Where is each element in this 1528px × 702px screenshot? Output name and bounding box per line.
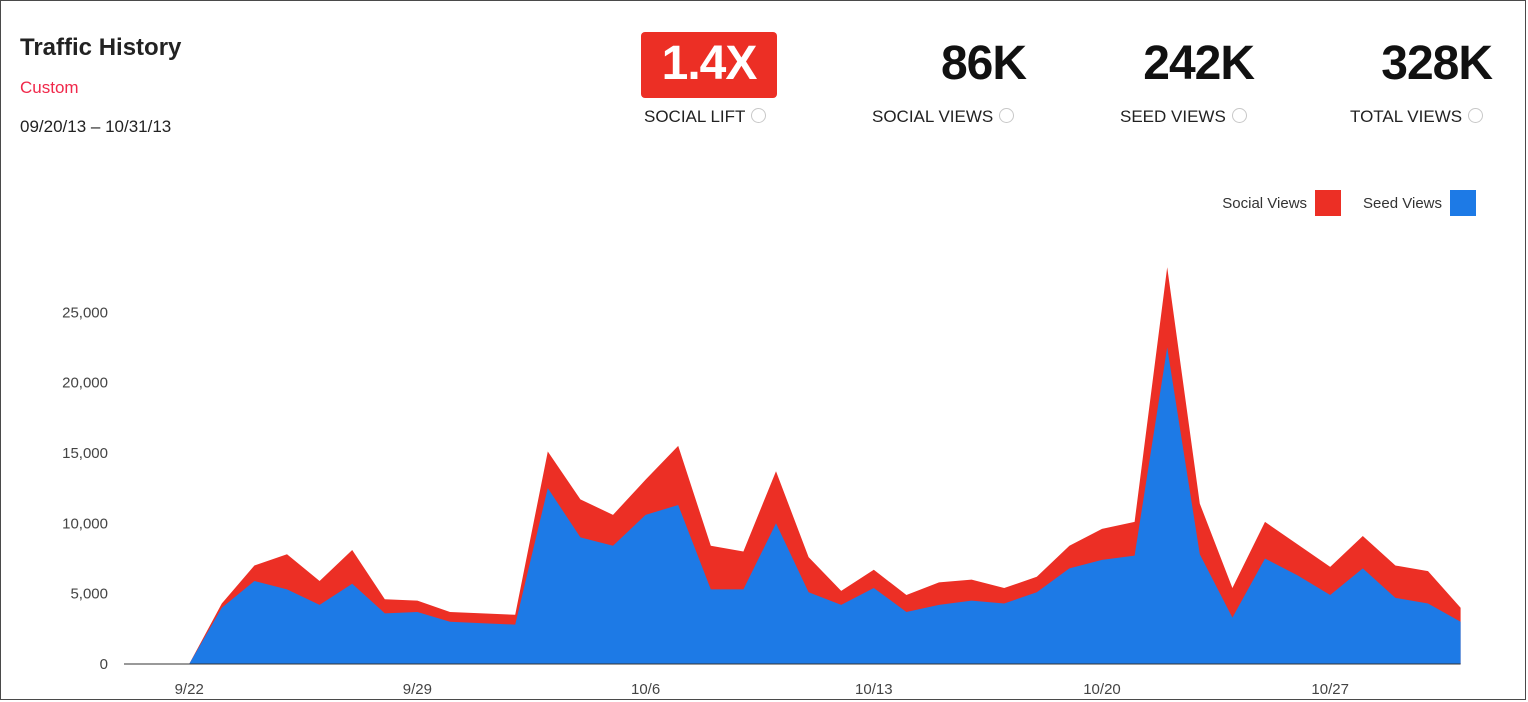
y-tick-label: 25,000 <box>62 304 108 321</box>
x-tick-label: 10/13 <box>855 681 893 698</box>
social-views-value: 86K <box>940 37 1027 90</box>
legend-item-seed[interactable]: Seed Views <box>1363 190 1476 216</box>
total-views-label-text: TOTAL VIEWS <box>1350 107 1463 126</box>
info-circle-icon[interactable] <box>751 108 767 123</box>
stat-total-views: 328K <box>1381 37 1493 90</box>
legend-label-seed: Seed Views <box>1363 194 1442 212</box>
x-tick-label: 9/22 <box>175 681 204 698</box>
stat-social-views: 86K <box>940 37 1027 90</box>
series-area-seed-views <box>124 347 1461 664</box>
legend-swatch-social <box>1315 190 1342 216</box>
social-lift-label-text: SOCIAL LIFT <box>644 107 746 126</box>
y-tick-label: 20,000 <box>62 375 108 392</box>
info-circle-icon[interactable] <box>1468 108 1484 123</box>
social-lift-value: 1.4X <box>661 37 758 90</box>
legend-swatch-seed <box>1450 190 1476 216</box>
date-preset-link[interactable]: Custom <box>20 78 79 97</box>
x-tick-label: 9/29 <box>403 681 432 698</box>
legend-label-social: Social Views <box>1222 194 1308 212</box>
y-tick-label: 0 <box>100 656 108 673</box>
info-circle-icon[interactable] <box>999 108 1015 123</box>
social-lift-badge <box>641 32 777 98</box>
seed-views-label-text: SEED VIEWS <box>1120 107 1226 126</box>
x-tick-label: 10/27 <box>1311 681 1349 698</box>
info-circle-icon[interactable] <box>1231 108 1247 123</box>
social-views-label-text: SOCIAL VIEWS <box>872 107 994 126</box>
stat-seed-views: 242K <box>1143 37 1255 90</box>
y-tick-label: 5,000 <box>70 586 108 603</box>
social-views-label: SOCIAL VIEWS <box>872 107 1015 127</box>
y-tick-label: 10,000 <box>62 515 108 532</box>
total-views-value: 328K <box>1381 37 1493 90</box>
seed-views-label: SEED VIEWS <box>1120 107 1247 127</box>
y-tick-label: 15,000 <box>62 445 108 462</box>
legend-item-social[interactable]: Social Views <box>1222 190 1342 216</box>
page-title: Traffic History <box>20 34 182 61</box>
x-tick-label: 10/20 <box>1083 681 1121 698</box>
x-tick-label: 10/6 <box>631 681 660 698</box>
social-lift-label: SOCIAL LIFT <box>644 107 767 127</box>
chart-legend: Social Views Seed Views <box>1200 190 1476 216</box>
seed-views-value: 242K <box>1143 37 1255 90</box>
total-views-label: TOTAL VIEWS <box>1350 107 1484 127</box>
date-range: 09/20/13 – 10/31/13 <box>20 117 172 136</box>
